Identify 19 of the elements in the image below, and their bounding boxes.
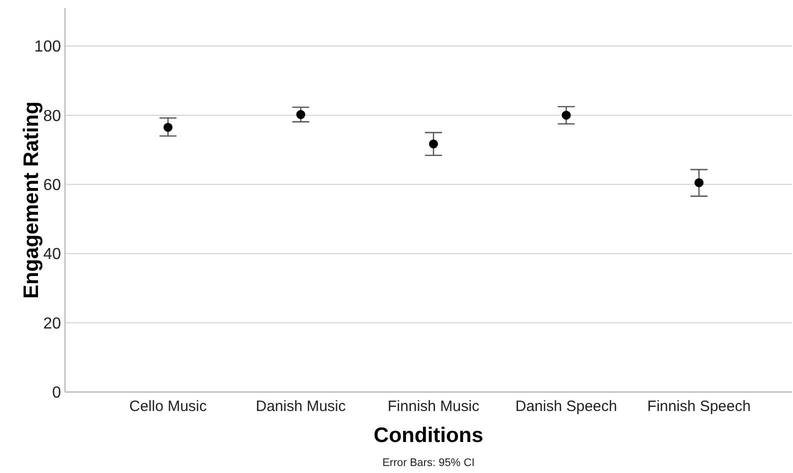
point [163,122,173,132]
x-axis-title: Conditions [374,424,484,447]
point [428,139,438,148]
y-tick-label: 0 [52,384,62,402]
y-axis-title: Engagement Rating [20,101,43,299]
y-tick-label: 80 [43,108,62,125]
y-tick-label: 40 [43,246,62,264]
x-tick-label: Cello Music [129,398,208,415]
y-tick-label: 100 [34,38,62,56]
point [694,178,704,188]
x-tick-label: Danish Music [256,398,346,415]
y-tick-label: 60 [43,177,62,194]
y-tick-label: 20 [43,315,62,332]
x-tick-label: Finnish Speech [647,398,751,415]
point [296,110,306,120]
x-tick-label: Finnish Music [388,398,480,415]
point [562,110,571,120]
text: Error Bars: 95% CI [382,457,475,469]
x-tick-label: Danish Speech [515,398,618,415]
